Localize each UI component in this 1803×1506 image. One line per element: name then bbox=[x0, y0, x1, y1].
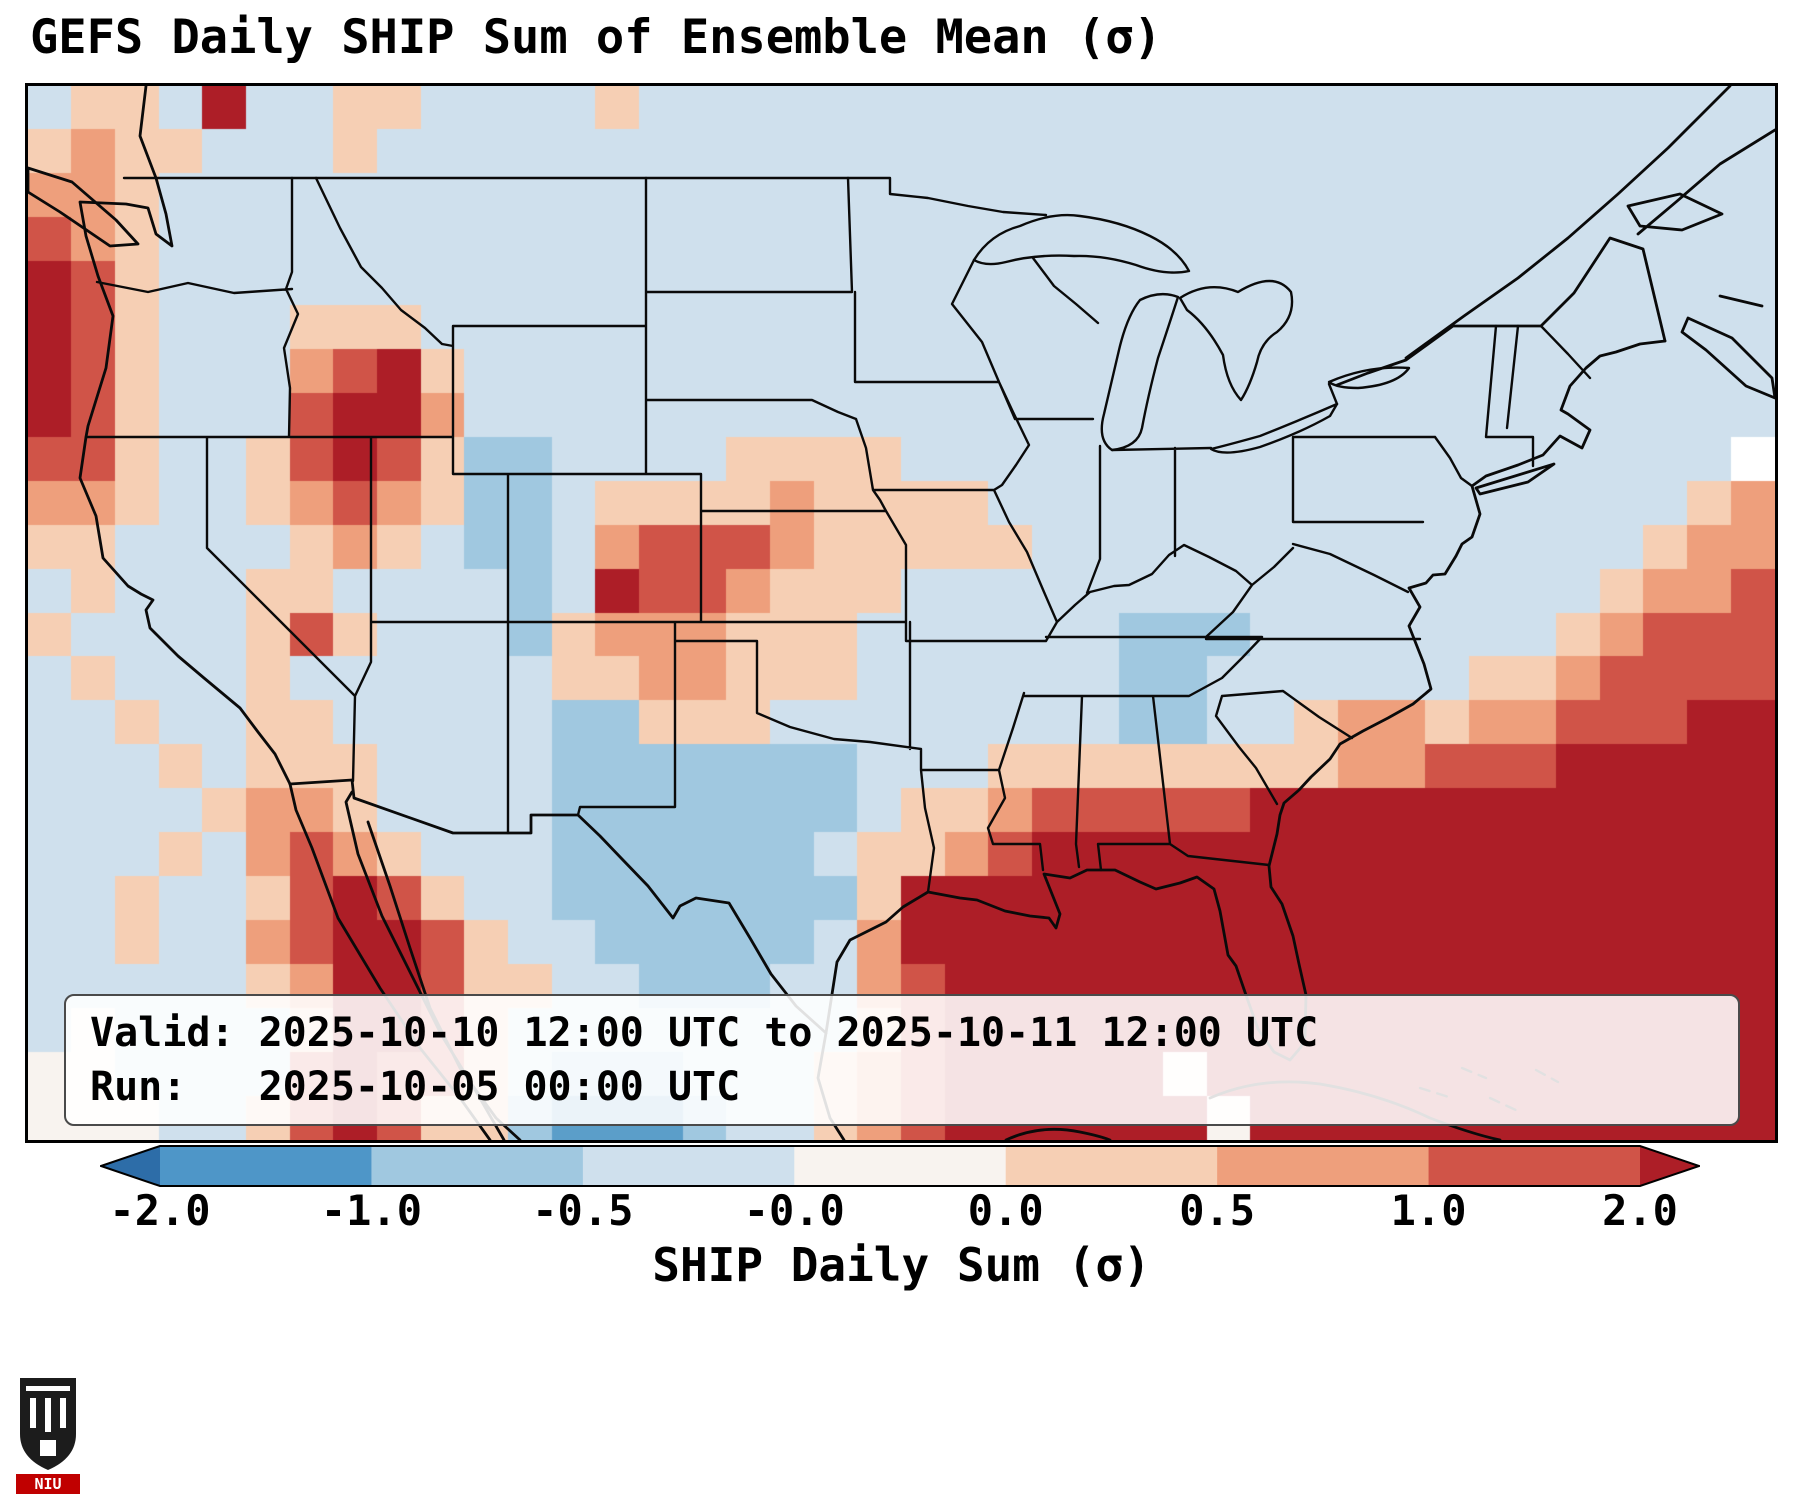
colorbar-tick-label: -0.5 bbox=[532, 1186, 634, 1235]
niu-banner-text: NIU bbox=[34, 1475, 61, 1493]
colorbar-segment bbox=[371, 1146, 584, 1186]
colorbar-label: SHIP Daily Sum (σ) bbox=[652, 1238, 1151, 1292]
long-island bbox=[1474, 462, 1556, 496]
great-lakes bbox=[972, 213, 1411, 454]
colorbar-segment bbox=[582, 1146, 795, 1186]
colorbar-segment bbox=[1217, 1146, 1430, 1186]
colorbar-segment bbox=[1005, 1146, 1218, 1186]
lake-ontario bbox=[1327, 366, 1411, 390]
valid-run-infobox: Valid: 2025-10-10 12:00 UTC to 2025-10-1… bbox=[64, 994, 1740, 1126]
niu-castle-tower bbox=[45, 1398, 51, 1432]
niu-castle-gate bbox=[40, 1440, 56, 1456]
us-mexico-border bbox=[288, 778, 828, 1035]
coastlines bbox=[28, 86, 1775, 1140]
lake-michigan bbox=[1100, 292, 1180, 452]
colorbar-segments bbox=[160, 1146, 1641, 1186]
colorbar-tick-label: 2.0 bbox=[1602, 1186, 1678, 1235]
niu-banner bbox=[16, 1474, 80, 1494]
colorbar-segment bbox=[160, 1146, 372, 1186]
niu-castle-tower bbox=[30, 1398, 36, 1428]
colorbar-tick-label: 1.0 bbox=[1390, 1186, 1467, 1235]
st-lawrence-canada-coast bbox=[1404, 86, 1775, 400]
colorbar-outline bbox=[100, 1145, 1700, 1187]
canada-49th-border bbox=[122, 176, 1048, 217]
lake-superior bbox=[972, 213, 1191, 274]
run-time-text: Run: 2025-10-05 00:00 UTC bbox=[90, 1064, 741, 1110]
colorbar-extend-right bbox=[1640, 1146, 1699, 1186]
valid-time-text: Valid: 2025-10-10 12:00 UTC to 2025-10-1… bbox=[90, 1010, 1319, 1056]
colorbar-segment bbox=[794, 1146, 1007, 1186]
page-title: GEFS Daily SHIP Sum of Ensemble Mean (σ) bbox=[30, 10, 1162, 65]
maine-canada-border bbox=[1335, 236, 1667, 387]
state-borders bbox=[84, 176, 1592, 894]
gulf-atlantic-coastline bbox=[824, 339, 1667, 1062]
lake-erie bbox=[1209, 402, 1339, 454]
map-borders-overlay bbox=[28, 86, 1775, 1140]
colorbar-tick-label: 0.0 bbox=[967, 1186, 1044, 1235]
colorbar-extend-left bbox=[101, 1146, 160, 1186]
colorbar-tick-label: 0.5 bbox=[1179, 1186, 1256, 1235]
vancouver-island bbox=[28, 166, 140, 248]
niu-castle-tower bbox=[60, 1398, 66, 1428]
state-lines bbox=[84, 176, 1592, 894]
pacific-coastline bbox=[78, 86, 292, 786]
colorbar-segment bbox=[1428, 1146, 1641, 1186]
niu-castle-top bbox=[26, 1386, 70, 1391]
lake-huron bbox=[1178, 279, 1294, 402]
heatmap-canvas bbox=[28, 86, 1775, 1140]
colorbar-tick-label: -2.0 bbox=[109, 1186, 211, 1235]
colorbar bbox=[100, 1145, 1700, 1187]
niu-logo: NIU bbox=[16, 1378, 80, 1494]
colorbar-tick-label: -1.0 bbox=[320, 1186, 422, 1235]
colorbar-tick-label: -0.0 bbox=[743, 1186, 845, 1235]
map-panel: Valid: 2025-10-10 12:00 UTC to 2025-10-1… bbox=[25, 83, 1778, 1143]
